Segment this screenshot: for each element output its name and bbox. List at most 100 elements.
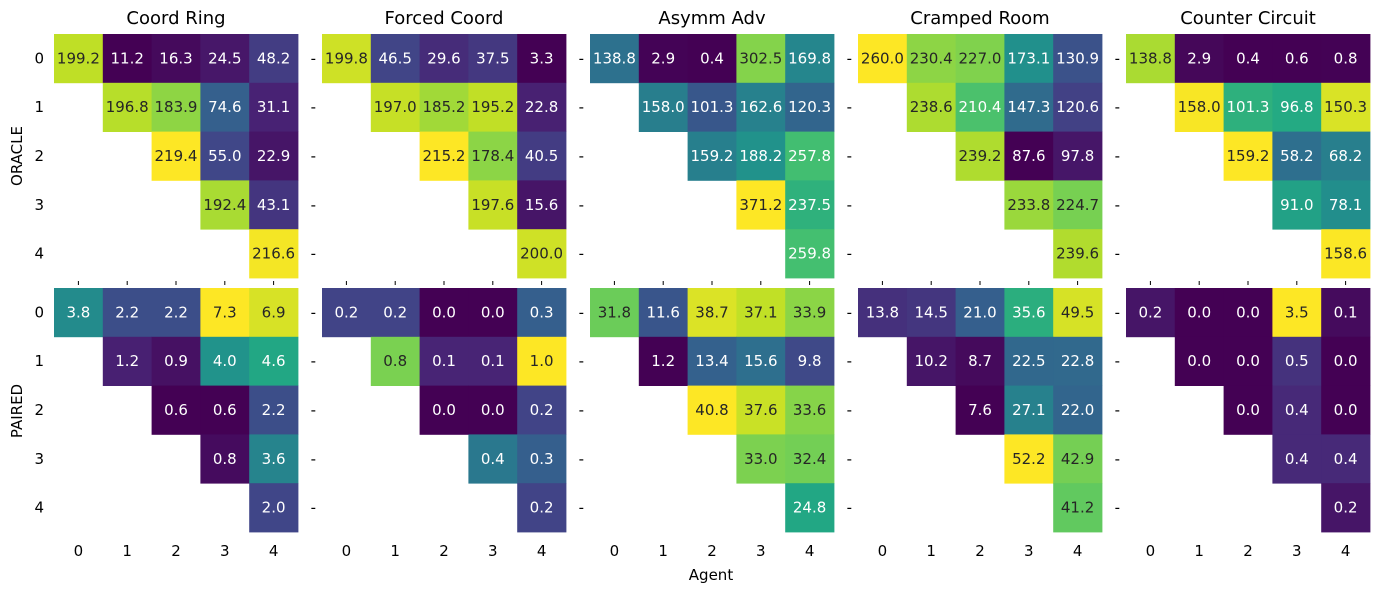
- y-tick-mark-cramped-room-oracle-4: -: [847, 245, 852, 263]
- heatmap-cell-cramped-room-oracle-2-4: [1053, 131, 1103, 181]
- x-tick-coord-ring-1: 1: [122, 542, 132, 560]
- panel-title-coord-ring: Coord Ring: [126, 8, 225, 29]
- cell-value-forced-coord-paired-3-3: 0.4: [481, 450, 505, 468]
- heatmap-cell-counter-circuit-paired-4-4: [1321, 483, 1371, 533]
- cell-value-asymm-adv-paired-1-1: 1.2: [651, 352, 675, 370]
- x-tick-forced-coord-0: 0: [342, 542, 352, 560]
- panel-title-asymm-adv: Asymm Adv: [658, 8, 766, 29]
- heatmap-cell-coord-ring-oracle-1-4: [249, 82, 299, 132]
- y-tick-paired-1: 1: [34, 352, 44, 370]
- cell-value-forced-coord-paired-0-0: 0.2: [334, 303, 358, 321]
- heatmap-cell-counter-circuit-oracle-1-2: [1223, 82, 1273, 132]
- cell-value-cramped-room-oracle-3-3: 233.8: [1007, 196, 1050, 214]
- cell-value-forced-coord-oracle-2-2: 215.2: [423, 147, 466, 165]
- y-tick-mark-counter-circuit-oracle-3: -: [1115, 196, 1120, 214]
- cell-value-coord-ring-oracle-1-2: 183.9: [155, 98, 198, 116]
- cell-value-forced-coord-paired-2-3: 0.0: [481, 401, 505, 419]
- cell-value-counter-circuit-paired-0-3: 3.5: [1285, 303, 1309, 321]
- heatmap-cell-coord-ring-paired-0-3: [200, 288, 250, 338]
- cell-value-cramped-room-paired-1-3: 22.5: [1012, 352, 1045, 370]
- cell-value-counter-circuit-paired-0-1: 0.0: [1187, 303, 1211, 321]
- heatmap-cell-forced-coord-paired-1-2: [419, 336, 469, 386]
- x-tick-counter-circuit-3: 3: [1292, 542, 1302, 560]
- cell-value-coord-ring-paired-0-4: 6.9: [262, 303, 286, 321]
- y-axis-label-paired: PAIRED: [8, 384, 26, 438]
- heatmap-cell-asymm-adv-paired-0-1: [638, 288, 688, 338]
- cell-value-counter-circuit-paired-4-4: 0.2: [1334, 499, 1358, 517]
- heatmap-cell-counter-circuit-oracle-2-4: [1321, 131, 1371, 181]
- cell-value-asymm-adv-oracle-2-3: 188.2: [739, 147, 782, 165]
- cell-value-counter-circuit-paired-0-4: 0.1: [1334, 303, 1358, 321]
- heatmap-cell-coord-ring-oracle-3-3: [200, 180, 250, 230]
- heatmap-cell-forced-coord-paired-1-4: [517, 336, 567, 386]
- cell-value-forced-coord-oracle-1-2: 185.2: [423, 98, 466, 116]
- cell-value-counter-circuit-paired-2-2: 0.0: [1236, 401, 1260, 419]
- cell-value-coord-ring-paired-2-4: 2.2: [262, 401, 286, 419]
- y-tick-mark-counter-circuit-paired-1: -: [1115, 352, 1120, 370]
- cell-value-counter-circuit-oracle-4-4: 158.6: [1324, 245, 1367, 263]
- heatmap-cell-asymm-adv-paired-2-3: [736, 385, 786, 435]
- cell-value-cramped-room-paired-1-2: 8.7: [968, 352, 992, 370]
- x-tick-asymm-adv-1: 1: [658, 542, 668, 560]
- y-tick-mark-asymm-adv-oracle-0: -: [579, 49, 584, 67]
- heatmap-cell-asymm-adv-paired-0-3: [736, 288, 786, 338]
- heatmap-cell-counter-circuit-paired-1-4: [1321, 336, 1371, 386]
- heatmap-cell-cramped-room-oracle-3-3: [1004, 180, 1054, 230]
- y-tick-paired-2: 2: [34, 401, 44, 419]
- cell-value-forced-coord-paired-0-3: 0.0: [481, 303, 505, 321]
- x-tick-forced-coord-3: 3: [488, 542, 498, 560]
- cell-value-counter-circuit-paired-0-0: 0.2: [1138, 303, 1162, 321]
- x-tick-asymm-adv-0: 0: [610, 542, 620, 560]
- cell-value-asymm-adv-paired-0-0: 31.8: [598, 303, 631, 321]
- heatmap-cell-forced-coord-paired-1-1: [370, 336, 420, 386]
- panel-title-cramped-room: Cramped Room: [910, 8, 1049, 29]
- y-tick-mark-counter-circuit-oracle-2: -: [1115, 147, 1120, 165]
- heatmap-cell-forced-coord-oracle-1-2: [419, 82, 469, 132]
- heatmap-cell-asymm-adv-paired-2-4: [785, 385, 835, 435]
- y-tick-paired-0: 0: [34, 303, 44, 321]
- heatmap-cell-forced-coord-paired-3-4: [517, 434, 567, 484]
- x-tick-cramped-room-0: 0: [878, 542, 888, 560]
- heatmap-cell-asymm-adv-paired-1-4: [785, 336, 835, 386]
- heatmap-cell-cramped-room-oracle-2-2: [955, 131, 1005, 181]
- heatmap-cell-counter-circuit-paired-0-4: [1321, 288, 1371, 338]
- y-tick-mark-forced-coord-paired-0: -: [311, 303, 316, 321]
- heatmap-cell-coord-ring-paired-4-4: [249, 483, 299, 533]
- heatmap-cell-coord-ring-oracle-2-4: [249, 131, 299, 181]
- heatmap-cell-coord-ring-oracle-0-0: [54, 34, 104, 84]
- heatmap-cell-counter-circuit-paired-0-3: [1272, 288, 1322, 338]
- heatmap-cell-cramped-room-oracle-2-3: [1004, 131, 1054, 181]
- cell-value-forced-coord-paired-0-2: 0.0: [432, 303, 456, 321]
- y-tick-mark-forced-coord-paired-4: -: [311, 499, 316, 517]
- cell-value-coord-ring-paired-1-4: 4.6: [262, 352, 286, 370]
- cell-value-counter-circuit-paired-1-1: 0.0: [1187, 352, 1211, 370]
- y-tick-mark-counter-circuit-oracle-4: -: [1115, 245, 1120, 263]
- cell-value-coord-ring-paired-0-0: 3.8: [66, 303, 90, 321]
- cell-value-coord-ring-paired-3-4: 3.6: [262, 450, 286, 468]
- y-tick-mark-asymm-adv-oracle-3: -: [579, 196, 584, 214]
- cell-value-forced-coord-oracle-0-0: 199.8: [325, 49, 368, 67]
- cell-value-coord-ring-oracle-3-3: 192.4: [203, 196, 246, 214]
- heatmap-cell-cramped-room-paired-0-0: [858, 288, 908, 338]
- heatmap-cell-counter-circuit-paired-2-2: [1223, 385, 1273, 435]
- heatmap-cell-forced-coord-paired-0-2: [419, 288, 469, 338]
- cell-value-counter-circuit-oracle-3-3: 91.0: [1280, 196, 1313, 214]
- cell-value-forced-coord-oracle-0-2: 29.6: [427, 49, 460, 67]
- heatmap-cell-counter-circuit-oracle-1-3: [1272, 82, 1322, 132]
- x-tick-forced-coord-4: 4: [537, 542, 547, 560]
- cell-value-coord-ring-paired-1-3: 4.0: [213, 352, 237, 370]
- x-tick-counter-circuit-2: 2: [1243, 542, 1253, 560]
- cell-value-cramped-room-oracle-0-2: 227.0: [959, 49, 1002, 67]
- cell-value-asymm-adv-oracle-3-3: 371.2: [739, 196, 782, 214]
- heatmap-cell-cramped-room-paired-1-4: [1053, 336, 1103, 386]
- y-tick-mark-asymm-adv-paired-0: -: [579, 303, 584, 321]
- cell-value-cramped-room-oracle-0-4: 130.9: [1056, 49, 1099, 67]
- cell-value-asymm-adv-oracle-0-4: 169.8: [788, 49, 831, 67]
- cell-value-forced-coord-oracle-2-4: 40.5: [525, 147, 558, 165]
- x-tick-forced-coord-1: 1: [390, 542, 400, 560]
- heatmap-cell-forced-coord-oracle-0-4: [517, 34, 567, 84]
- heatmap-cell-forced-coord-oracle-0-0: [322, 34, 372, 84]
- heatmap-cell-coord-ring-oracle-1-2: [151, 82, 201, 132]
- heatmap-cell-forced-coord-paired-2-4: [517, 385, 567, 435]
